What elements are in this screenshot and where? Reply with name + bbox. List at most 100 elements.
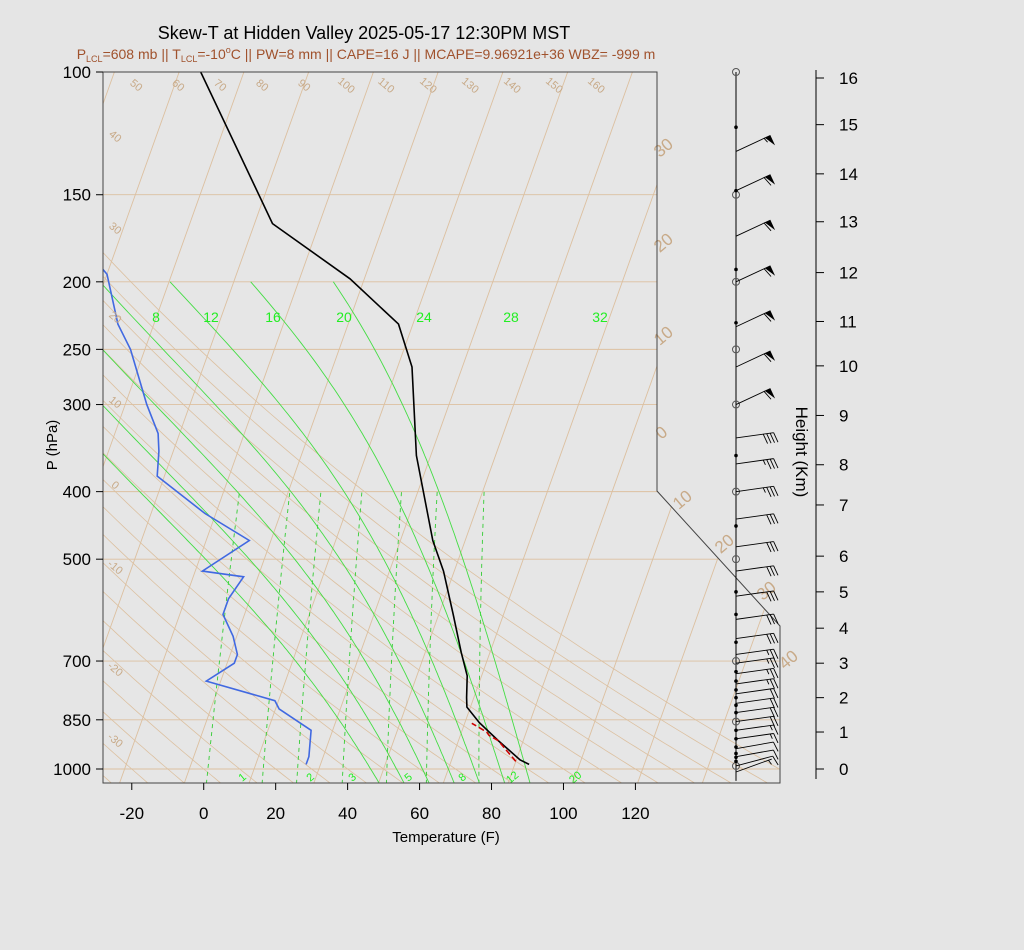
wind-barb-feather xyxy=(766,591,772,602)
wind-barb-flag xyxy=(765,388,776,399)
wind-barb-shaft xyxy=(735,697,774,704)
dry-adiabat-line xyxy=(103,72,770,783)
wind-barb-shaft xyxy=(735,541,774,548)
wind-barb-half-feather xyxy=(766,669,770,675)
chart-subtitle: PLCL=608 mb || TLCL=-10oC || PW=8 mm || … xyxy=(77,45,656,64)
level-marker-dot xyxy=(734,703,738,708)
height-tick-label: 2 xyxy=(839,689,848,708)
wind-barb-feather xyxy=(773,688,779,699)
wind-barb xyxy=(735,265,776,283)
wind-barb xyxy=(735,541,779,553)
wind-barb-feather xyxy=(773,590,779,601)
wind-barb-shaft xyxy=(735,755,773,767)
height-tick-label: 12 xyxy=(839,264,858,283)
wind-barb-half-feather xyxy=(769,733,773,739)
p-tick-label: 200 xyxy=(63,273,91,292)
wind-barb-flag xyxy=(765,174,776,185)
x-tick-label: 120 xyxy=(621,804,649,823)
parcel-line xyxy=(471,722,517,762)
wind-barb-feather xyxy=(773,741,779,752)
wind-barb-shaft xyxy=(735,388,771,405)
moist-adiabat-line xyxy=(250,281,506,783)
wind-barb-feather xyxy=(769,541,775,552)
wind-barb-shaft xyxy=(735,485,774,493)
height-tick-label: 14 xyxy=(839,165,858,184)
level-marker-dot xyxy=(734,669,738,674)
x-tick-label: -20 xyxy=(119,804,144,823)
y-axis-title: P (hPa) xyxy=(44,420,61,471)
wind-barb-feather xyxy=(766,487,772,497)
wind-barb-half-feather xyxy=(769,725,773,731)
wind-barb-shaft xyxy=(735,265,771,283)
height-tick-label: 10 xyxy=(839,357,858,376)
isotherm-line xyxy=(118,72,374,783)
wind-barb xyxy=(735,758,772,773)
wind-barb-feather xyxy=(763,391,772,400)
wind-barb-half-feather xyxy=(762,459,766,466)
moist-adiabat-label: 12 xyxy=(203,309,219,325)
moist-adiabat-line xyxy=(103,281,380,783)
height-tick-label: 5 xyxy=(839,583,848,602)
chart-title: Skew-T at Hidden Valley 2025-05-17 12:30… xyxy=(158,23,571,43)
wind-barb-feather xyxy=(769,591,775,602)
x-tick-label: 20 xyxy=(266,804,285,823)
wind-barb xyxy=(735,134,776,152)
level-marker-open xyxy=(732,555,740,564)
level-marker-dot xyxy=(734,745,738,749)
height-tick-label: 9 xyxy=(839,406,848,425)
height-tick-label: 3 xyxy=(839,654,848,673)
wind-barb-feather xyxy=(769,614,775,625)
wind-barb-shaft xyxy=(735,590,774,597)
wind-barb xyxy=(735,613,779,625)
wind-barb-half-feather xyxy=(766,679,770,685)
moist-adiabat-label: 24 xyxy=(416,309,432,325)
mixing-ratio-line xyxy=(425,491,438,783)
wind-barb-feather xyxy=(773,657,779,668)
wind-barb-feather xyxy=(769,688,775,699)
moist-adiabat-label: 32 xyxy=(592,309,608,325)
dry-adiabat-line xyxy=(103,72,441,783)
temperature-line xyxy=(199,72,530,766)
dry-adiabat-line xyxy=(103,72,697,783)
wind-barb-feather xyxy=(762,433,769,444)
level-marker-dot xyxy=(734,695,738,700)
x-tick-label: 60 xyxy=(410,804,429,823)
level-marker-dot xyxy=(734,679,738,683)
isotherm-line xyxy=(377,72,633,783)
wind-barb-feather xyxy=(773,432,779,443)
moist-adiabat-label: 16 xyxy=(265,309,281,325)
dry-adiabat-line xyxy=(103,72,660,783)
p-tick-label: 700 xyxy=(63,652,91,671)
x-tick-label: 0 xyxy=(199,804,208,823)
height-tick-label: 11 xyxy=(839,312,857,331)
p-tick-label: 400 xyxy=(63,483,91,502)
x-axis-title: Temperature (F) xyxy=(392,829,500,846)
p-tick-label: 1000 xyxy=(53,760,91,779)
wind-barb xyxy=(735,565,779,577)
height-tick-label: 1 xyxy=(839,723,848,742)
wind-barb-shaft xyxy=(735,715,774,723)
level-marker-dot xyxy=(734,125,738,129)
wind-barb-feather xyxy=(773,697,779,708)
moist-adiabat-label: 8 xyxy=(152,309,160,325)
height-tick-label: 4 xyxy=(839,619,848,638)
level-marker-dot xyxy=(734,640,738,645)
wind-barb-feather xyxy=(773,486,779,497)
dry-adiabat-line xyxy=(103,72,478,783)
wind-barb-feather xyxy=(773,541,779,552)
p-tick-label: 300 xyxy=(63,396,91,415)
wind-barb xyxy=(735,668,779,679)
subtitle-tlcl-degree: o xyxy=(226,45,231,55)
wind-barb-feather xyxy=(769,668,775,679)
height-tick-label: 6 xyxy=(839,547,848,566)
wind-barb-shaft xyxy=(735,657,774,664)
dry-adiabat-line xyxy=(103,72,514,783)
wind-barb-shaft xyxy=(735,134,771,152)
wind-barb-shaft xyxy=(735,678,774,685)
dewpoint-line xyxy=(103,72,312,765)
level-marker-dot xyxy=(734,267,738,272)
wind-barb-feather xyxy=(763,268,772,277)
wind-barb-feather xyxy=(766,433,772,444)
level-marker-open xyxy=(732,487,740,496)
mixing-ratio-line xyxy=(205,491,240,783)
